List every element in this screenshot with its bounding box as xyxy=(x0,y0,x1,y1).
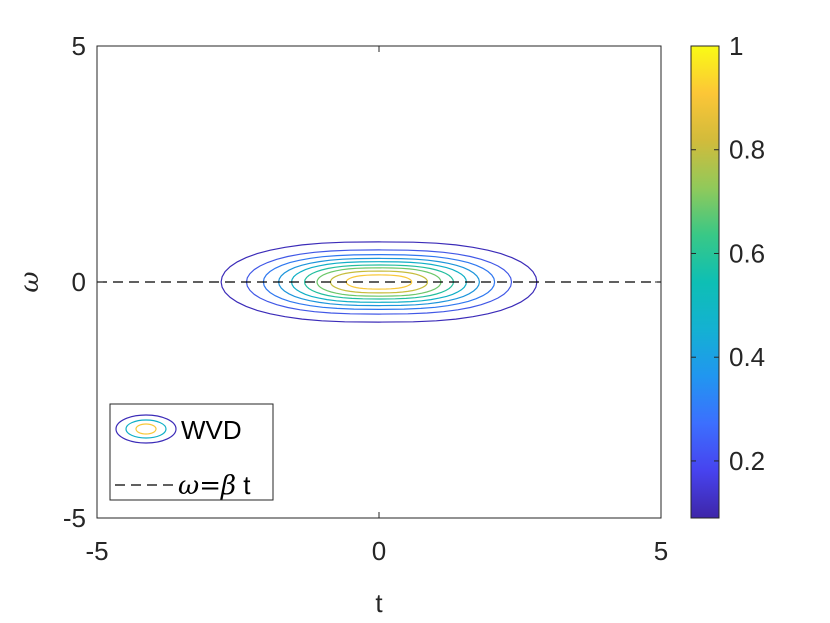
legend-label-reference: ω=β t xyxy=(178,470,251,501)
wvd-contours xyxy=(220,241,538,323)
colorbar-ticks: 0.2 0.4 0.6 0.8 1 xyxy=(691,31,765,476)
x-tick-label: 5 xyxy=(654,536,668,566)
colorbar-tick-label: 0.2 xyxy=(729,446,765,476)
legend-contour-ring xyxy=(135,423,157,435)
contour-legend-icon xyxy=(115,414,177,444)
legend-label-symbols: ω=β xyxy=(178,471,236,501)
legend: WVD ω=β t xyxy=(109,403,274,501)
y-tick-label: -5 xyxy=(63,503,86,533)
colorbar-tick-label: 1 xyxy=(729,31,743,61)
axis-ticks xyxy=(96,45,662,519)
contour-level xyxy=(316,267,442,297)
x-axis-label: t xyxy=(375,588,383,618)
legend-contour-ring xyxy=(125,419,167,439)
x-tick-label: -5 xyxy=(85,536,108,566)
colorbar-tick-label: 0.6 xyxy=(729,238,765,268)
legend-contour-ring xyxy=(115,414,177,444)
x-tick-label: 0 xyxy=(372,536,386,566)
y-axis-label: ω xyxy=(15,271,45,292)
colorbar: 0.2 0.4 0.6 0.8 1 xyxy=(690,31,765,519)
colorbar-gradient xyxy=(690,45,720,519)
legend-box xyxy=(109,403,274,501)
y-tick-label: 0 xyxy=(72,267,86,297)
legend-label-wvd: WVD xyxy=(181,415,242,445)
colorbar-tick-label: 0.4 xyxy=(729,342,765,372)
contour-level xyxy=(220,241,538,323)
contour-level xyxy=(303,264,455,300)
colorbar-tick-label: 0.8 xyxy=(729,135,765,165)
legend-label-tail: t xyxy=(236,470,251,500)
y-tick-label: 5 xyxy=(72,31,86,61)
